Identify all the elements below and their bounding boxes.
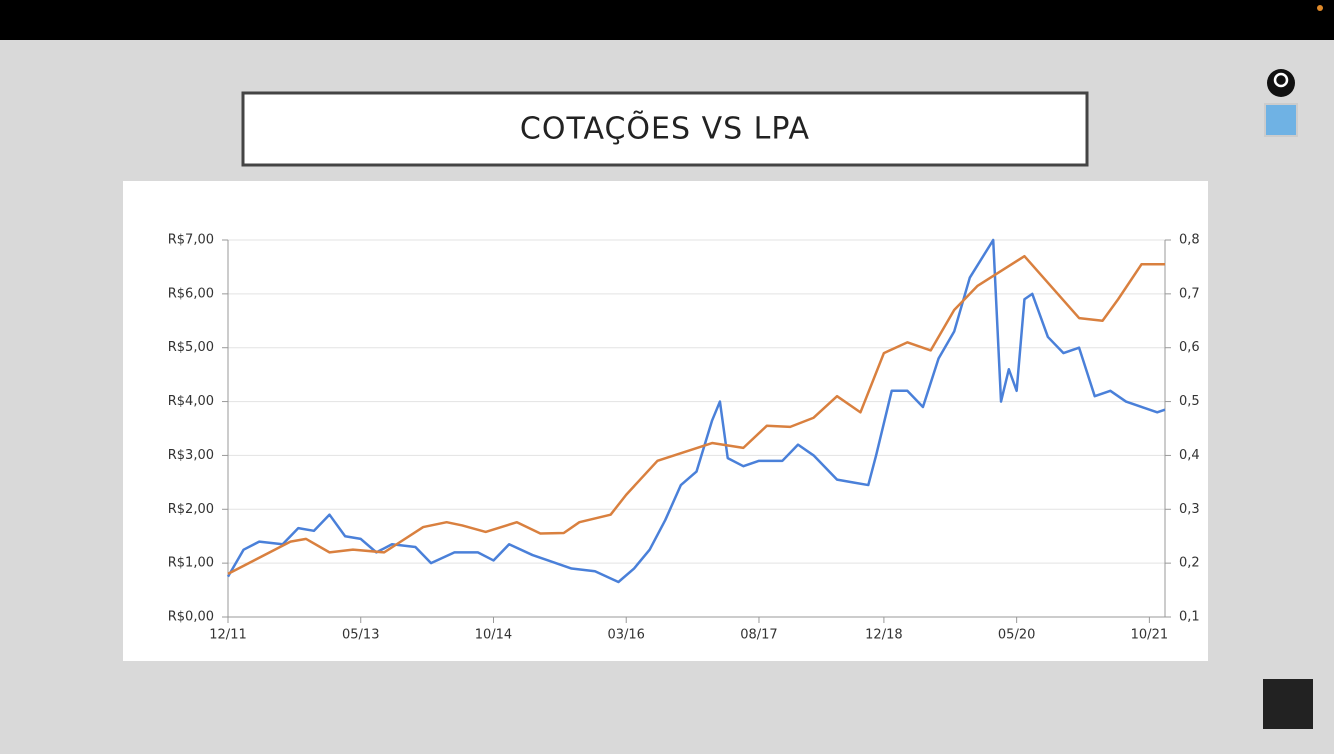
y2-tick-label: 0,4 xyxy=(1179,448,1200,463)
y-tick-label: R$3,00 xyxy=(168,448,214,463)
x-tick-label: 08/17 xyxy=(740,628,777,643)
y2-tick-label: 0,5 xyxy=(1179,394,1200,409)
x-tick-label: 10/14 xyxy=(475,628,512,643)
x-tick-label: 12/11 xyxy=(209,628,246,643)
x-tick-label: 05/13 xyxy=(342,628,379,643)
y2-tick-label: 0,8 xyxy=(1179,233,1200,248)
y2-tick-label: 0,7 xyxy=(1179,286,1200,301)
y2-tick-label: 0,3 xyxy=(1179,502,1200,517)
y2-tick-label: 0,1 xyxy=(1179,610,1200,625)
x-tick-label: 03/16 xyxy=(607,628,644,643)
y2-tick-label: 0,6 xyxy=(1179,340,1200,355)
pen-icon[interactable] xyxy=(1267,69,1295,97)
chart-title: COTAÇÕES VS LPA xyxy=(520,110,810,147)
y2-tick-label: 0,2 xyxy=(1179,556,1200,571)
y-tick-label: R$5,00 xyxy=(168,340,214,355)
pen-icon-glyph xyxy=(1273,72,1289,88)
x-tick-label: 12/18 xyxy=(865,628,902,643)
screen-icon[interactable] xyxy=(1264,103,1298,137)
top-bar xyxy=(0,0,1334,40)
title-box xyxy=(241,91,1089,167)
series-line xyxy=(227,254,1165,576)
y-tick-label: R$0,00 xyxy=(168,610,214,625)
chart-area xyxy=(123,181,1208,661)
y-tick-label: R$7,00 xyxy=(168,233,214,248)
x-tick-label: 10/21 xyxy=(1131,628,1168,643)
y-tick-label: R$1,00 xyxy=(168,556,214,571)
y-tick-label: R$2,00 xyxy=(168,502,214,517)
x-tick-label: 05/20 xyxy=(998,628,1035,643)
y-tick-label: R$4,00 xyxy=(168,394,214,409)
status-dot xyxy=(1317,5,1323,11)
logo xyxy=(1263,679,1313,729)
y-tick-label: R$6,00 xyxy=(168,286,214,301)
series-line xyxy=(226,238,1166,584)
